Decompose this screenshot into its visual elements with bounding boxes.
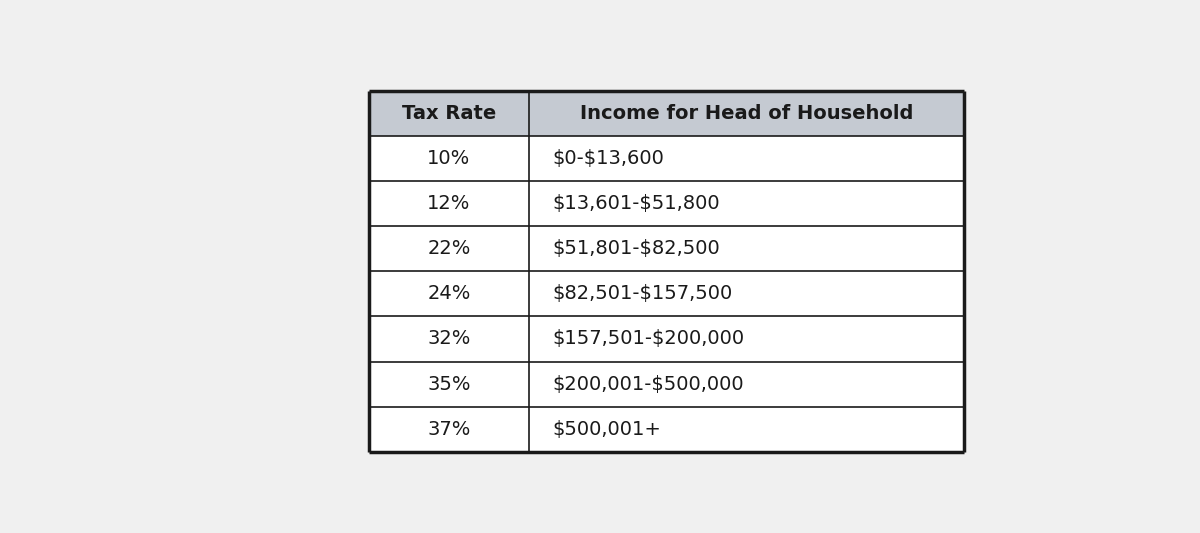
Text: 37%: 37% (427, 419, 470, 439)
Text: \$500,001+: \$500,001+ (552, 419, 661, 439)
Text: Tax Rate: Tax Rate (402, 104, 496, 123)
Text: 22%: 22% (427, 239, 470, 258)
Text: 10%: 10% (427, 149, 470, 168)
Text: \$0-\$13,600: \$0-\$13,600 (552, 149, 665, 168)
Text: Income for Head of Household: Income for Head of Household (580, 104, 913, 123)
Text: \$200,001-\$500,000: \$200,001-\$500,000 (552, 375, 744, 393)
Text: \$82,501-\$157,500: \$82,501-\$157,500 (552, 284, 733, 303)
Text: 35%: 35% (427, 375, 470, 393)
Text: 12%: 12% (427, 194, 470, 213)
Text: \$157,501-\$200,000: \$157,501-\$200,000 (552, 329, 745, 349)
Text: 24%: 24% (427, 284, 470, 303)
Text: 32%: 32% (427, 329, 470, 349)
Text: \$51,801-\$82,500: \$51,801-\$82,500 (552, 239, 720, 258)
Text: \$13,601-\$51,800: \$13,601-\$51,800 (552, 194, 720, 213)
